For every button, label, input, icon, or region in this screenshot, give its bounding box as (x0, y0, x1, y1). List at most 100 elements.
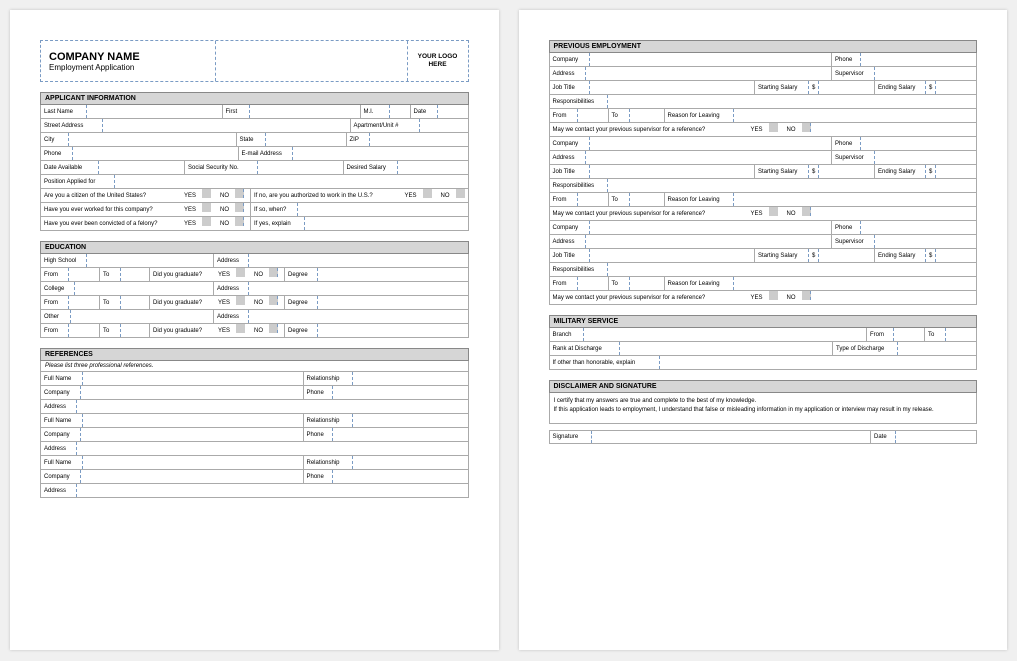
field-dateavail[interactable] (99, 161, 184, 174)
field-r2-comp[interactable] (81, 428, 303, 441)
field-r1-addr[interactable] (77, 400, 468, 413)
checkbox-worked-no[interactable] (235, 203, 244, 212)
field-col-from[interactable] (69, 296, 99, 309)
field-ifsowhen[interactable] (298, 203, 467, 216)
field-e2-phone[interactable] (861, 137, 976, 150)
field-e2-comp[interactable] (590, 137, 832, 150)
field-desired[interactable] (398, 161, 468, 174)
checkbox-hs-yes[interactable] (236, 268, 245, 277)
checkbox-e2-yes[interactable] (769, 207, 778, 216)
field-e1-reason[interactable] (734, 109, 977, 122)
field-col-degree[interactable] (318, 296, 467, 309)
field-e3-to[interactable] (630, 277, 664, 290)
field-rank[interactable] (620, 342, 833, 355)
field-oth-to[interactable] (121, 324, 149, 337)
field-phone[interactable] (73, 147, 238, 160)
field-signature[interactable] (592, 431, 871, 443)
field-e3-reason[interactable] (734, 277, 977, 290)
field-city[interactable] (69, 133, 236, 146)
field-r1-rel[interactable] (353, 372, 468, 385)
field-state[interactable] (266, 133, 346, 146)
field-e2-start[interactable] (819, 165, 874, 178)
field-e1-addr[interactable] (586, 67, 832, 80)
checkbox-e1-yes[interactable] (769, 123, 778, 132)
field-r1-name[interactable] (83, 372, 303, 385)
field-date[interactable] (438, 105, 468, 118)
field-hs[interactable] (87, 254, 213, 267)
field-col[interactable] (75, 282, 213, 295)
field-oth-addr[interactable] (249, 310, 468, 323)
field-r2-phone[interactable] (333, 428, 468, 441)
field-ssn[interactable] (258, 161, 343, 174)
field-r3-rel[interactable] (353, 456, 468, 469)
field-col-to[interactable] (121, 296, 149, 309)
field-e3-comp[interactable] (590, 221, 832, 234)
checkbox-felony-no[interactable] (235, 217, 244, 226)
field-hs-degree[interactable] (318, 268, 467, 281)
checkbox-e2-no[interactable] (802, 207, 811, 216)
field-hs-from[interactable] (69, 268, 99, 281)
field-e3-start[interactable] (819, 249, 874, 262)
checkbox-e1-no[interactable] (802, 123, 811, 132)
field-zip[interactable] (370, 133, 468, 146)
field-r3-addr[interactable] (77, 484, 468, 497)
field-e1-end[interactable] (936, 81, 976, 94)
field-col-addr[interactable] (249, 282, 468, 295)
field-e2-reason[interactable] (734, 193, 977, 206)
checkbox-e3-yes[interactable] (769, 291, 778, 300)
field-e2-title[interactable] (590, 165, 755, 178)
field-e2-to[interactable] (630, 193, 664, 206)
field-e1-sup[interactable] (875, 67, 976, 80)
field-e1-from[interactable] (578, 109, 608, 122)
checkbox-col-yes[interactable] (236, 296, 245, 305)
checkbox-citizen-yes[interactable] (202, 189, 211, 198)
field-e2-addr[interactable] (586, 151, 832, 164)
field-mi[interactable] (390, 105, 410, 118)
field-position[interactable] (115, 175, 468, 188)
field-lastname[interactable] (87, 105, 222, 118)
checkbox-felony-yes[interactable] (202, 217, 211, 226)
field-e1-title[interactable] (590, 81, 755, 94)
field-e1-resp[interactable] (608, 95, 977, 108)
checkbox-col-no[interactable] (269, 296, 278, 305)
field-e2-sup[interactable] (875, 151, 976, 164)
field-r1-comp[interactable] (81, 386, 303, 399)
field-r1-phone[interactable] (333, 386, 468, 399)
field-first[interactable] (250, 105, 360, 118)
field-apt[interactable] (420, 119, 468, 132)
field-e3-addr[interactable] (586, 235, 832, 248)
field-e2-resp[interactable] (608, 179, 977, 192)
field-e3-from[interactable] (578, 277, 608, 290)
field-branch[interactable] (584, 328, 867, 341)
field-oth-degree[interactable] (318, 324, 467, 337)
checkbox-hs-no[interactable] (269, 268, 278, 277)
field-e3-sup[interactable] (875, 235, 976, 248)
field-otherhon[interactable] (660, 356, 977, 369)
field-m-from[interactable] (894, 328, 924, 341)
field-r2-name[interactable] (83, 414, 303, 427)
field-oth[interactable] (71, 310, 213, 323)
field-r2-addr[interactable] (77, 442, 468, 455)
field-e1-comp[interactable] (590, 53, 832, 66)
field-hs-addr[interactable] (249, 254, 468, 267)
field-ifyesexp[interactable] (305, 217, 467, 230)
field-oth-from[interactable] (69, 324, 99, 337)
field-r3-name[interactable] (83, 456, 303, 469)
field-type[interactable] (898, 342, 976, 355)
field-e3-end[interactable] (936, 249, 976, 262)
field-r3-comp[interactable] (81, 470, 303, 483)
field-date-sig[interactable] (896, 431, 976, 443)
field-e2-end[interactable] (936, 165, 976, 178)
checkbox-e3-no[interactable] (802, 291, 811, 300)
field-r2-rel[interactable] (353, 414, 468, 427)
checkbox-citizen-no[interactable] (235, 189, 244, 198)
checkbox-auth-no[interactable] (456, 189, 465, 198)
field-e2-from[interactable] (578, 193, 608, 206)
field-e1-to[interactable] (630, 109, 664, 122)
field-e3-phone[interactable] (861, 221, 976, 234)
checkbox-oth-yes[interactable] (236, 324, 245, 333)
field-e1-start[interactable] (819, 81, 874, 94)
field-street[interactable] (103, 119, 350, 132)
checkbox-worked-yes[interactable] (202, 203, 211, 212)
field-e3-title[interactable] (590, 249, 755, 262)
